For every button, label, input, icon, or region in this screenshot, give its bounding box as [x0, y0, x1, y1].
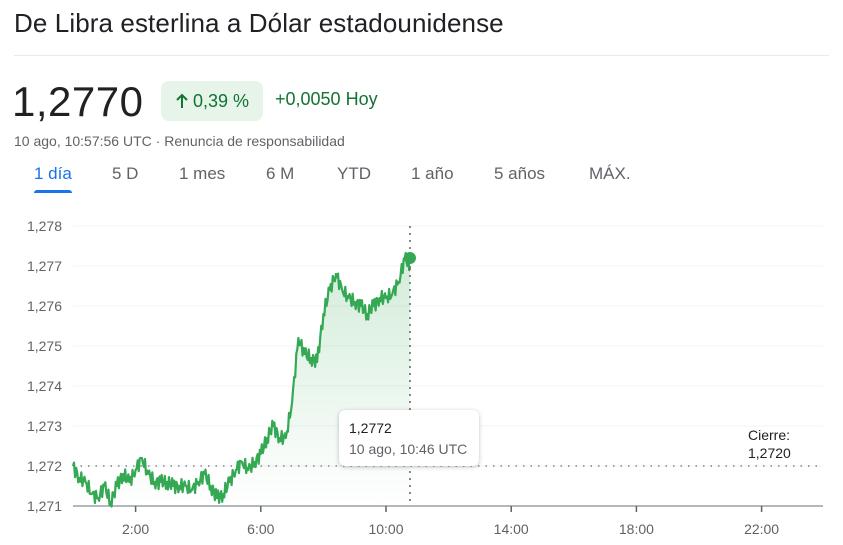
change-percent-value: 0,39 %: [192, 90, 250, 111]
quote-timestamp: 10 ago, 10:57:56 UTC: [14, 133, 152, 149]
tab-6-months[interactable]: 6 M: [266, 164, 295, 183]
y-axis-label: 1,271: [27, 498, 62, 514]
x-axis-label: 18:00: [619, 521, 654, 537]
hover-point: [403, 252, 416, 264]
y-axis-label: 1,273: [27, 418, 62, 434]
tab-ytd[interactable]: YTD: [337, 164, 371, 183]
previous-close-value: 1,2720: [748, 445, 791, 461]
page-title: De Libra esterlina a Dólar estadounidens…: [14, 8, 504, 38]
quote-meta: 10 ago, 10:57:56 UTC · Renuncia de respo…: [14, 133, 345, 149]
area-fill: [73, 253, 411, 507]
y-axis-label: 1,274: [27, 378, 62, 394]
tooltip-time: 10 ago, 10:46 UTC: [349, 441, 468, 457]
y-axis-label: 1,276: [27, 298, 62, 314]
x-axis-label: 2:00: [122, 521, 149, 537]
arrow-up-icon: [176, 93, 188, 108]
header-divider: [14, 55, 829, 56]
previous-close-title: Cierre:: [748, 427, 791, 443]
hover-tooltip: 1,2772 10 ago, 10:46 UTC: [339, 410, 479, 466]
y-axis-label: 1,272: [27, 458, 62, 474]
tooltip-value: 1,2772: [349, 420, 392, 436]
meta-separator: ·: [151, 133, 165, 149]
disclaimer-link[interactable]: Renuncia de responsabilidad: [164, 133, 345, 149]
x-axis-label: 22:00: [744, 521, 779, 537]
y-axis-label: 1,277: [27, 258, 62, 274]
tab-5-days[interactable]: 5 D: [112, 164, 139, 183]
tab-1-year[interactable]: 1 año: [411, 164, 454, 183]
previous-close-label: Cierre: 1,2720: [748, 426, 791, 462]
tab-1-day[interactable]: 1 día: [34, 164, 72, 193]
change-percent-badge: 0,39 %: [161, 81, 263, 121]
y-axis-label: 1,278: [27, 218, 62, 234]
x-axis-label: 14:00: [494, 521, 529, 537]
x-axis-label: 10:00: [368, 521, 403, 537]
tab-max[interactable]: MÁX.: [589, 164, 631, 183]
tab-1-month[interactable]: 1 mes: [179, 164, 226, 183]
change-absolute: +0,0050 Hoy: [275, 89, 378, 109]
price-chart[interactable]: 1,271 1,272 1,273 1,274 1,275 1,276 1,277 1,278…: [0, 200, 843, 545]
y-axis-label: 1,275: [27, 338, 62, 354]
x-axis-label: 6:00: [247, 521, 274, 537]
tab-5-years[interactable]: 5 años: [494, 164, 546, 183]
current-price: 1,2770: [12, 78, 144, 125]
price-line: [71, 251, 412, 508]
